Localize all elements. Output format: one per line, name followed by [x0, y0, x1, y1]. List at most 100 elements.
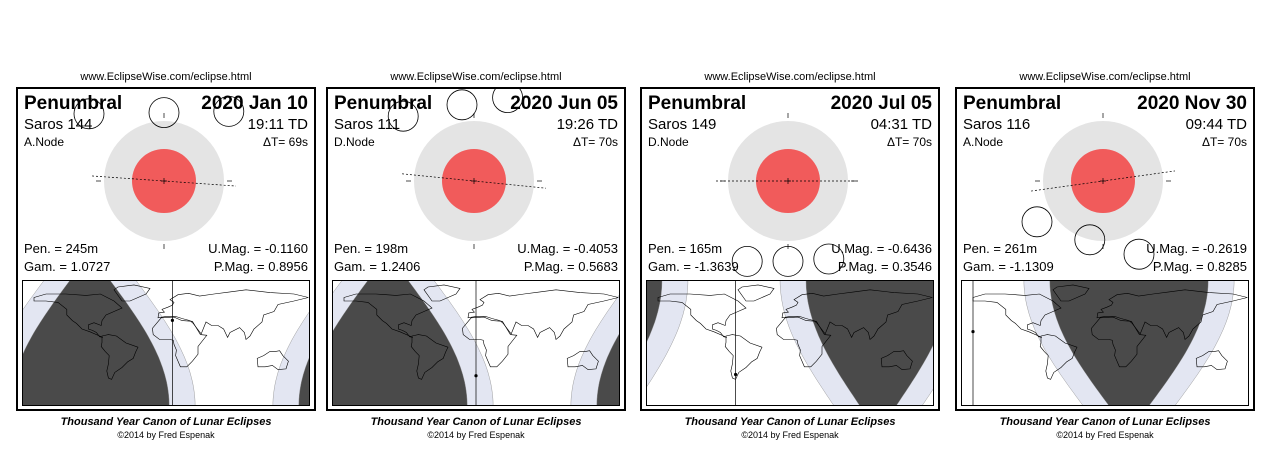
eclipse-panel: www.EclipseWise.com/eclipse.html Penumbr… — [955, 70, 1255, 440]
delta-t: ΔT= 69s — [262, 135, 308, 149]
subsolar-point — [170, 318, 174, 322]
canon-title: Thousand Year Canon of Lunar Eclipses — [60, 416, 272, 428]
moon-position-greatest — [1074, 224, 1106, 256]
lunar-node: D.Node — [334, 135, 375, 149]
gamma-value: Gam. = -1.3639 — [648, 259, 739, 274]
continent-outline — [33, 293, 123, 338]
greatest-eclipse-time: 04:31 TD — [870, 116, 932, 133]
eclipse-visible-region — [22, 280, 170, 406]
saros-number: Saros 111 — [334, 116, 401, 133]
moon-position-last — [813, 243, 845, 275]
eclipse-geometry-diagram — [1021, 113, 1176, 270]
map-border — [332, 280, 620, 406]
continent-outline — [157, 289, 309, 341]
eclipse-panel: www.EclipseWise.com/eclipse.html Penumbr… — [640, 70, 940, 440]
continent-outline — [1052, 284, 1090, 302]
moon-position-last — [492, 89, 523, 113]
penumbral-duration: Pen. = 261m — [963, 241, 1038, 256]
source-url: www.EclipseWise.com/eclipse.html — [1019, 71, 1191, 83]
continent-outline — [467, 289, 619, 341]
source-url: www.EclipseWise.com/eclipse.html — [704, 71, 876, 83]
eclipse-frame: Penumbral 2020 Nov 30 Saros 116 09:44 TD… — [955, 87, 1255, 411]
umbral-magnitude: U.Mag. = -0.2619 — [1146, 241, 1247, 256]
subsolar-point — [474, 374, 478, 378]
eclipse-type: Penumbral — [334, 93, 433, 114]
subsolar-point — [734, 372, 738, 377]
eclipse-visible-region — [1049, 280, 1209, 406]
continent-outline — [152, 316, 208, 368]
lunar-node: A.Node — [24, 135, 65, 149]
continent-outline — [972, 293, 1062, 338]
canon-title: Thousand Year Canon of Lunar Eclipses — [999, 416, 1211, 428]
lunar-node: D.Node — [648, 135, 689, 149]
eclipse-type: Penumbral — [963, 93, 1062, 114]
ecliptic-line — [401, 173, 547, 189]
continent-outline — [880, 350, 913, 370]
continent-outline — [343, 293, 433, 338]
copyright-credit: ©2014 by Fred Espenak — [1056, 430, 1154, 440]
visibility-world-map — [646, 280, 934, 406]
saros-number: Saros 144 — [24, 116, 93, 133]
umbral-magnitude: U.Mag. = -0.1160 — [208, 241, 308, 256]
ecliptic-line — [1030, 170, 1176, 192]
lunar-node: A.Node — [963, 135, 1004, 149]
eclipse-date: 2020 Jan 10 — [201, 93, 308, 114]
eclipse-type: Penumbral — [24, 93, 123, 114]
map-border — [646, 280, 934, 406]
eclipse-visible-region — [596, 332, 620, 406]
gamma-value: Gam. = -1.1309 — [963, 259, 1054, 274]
moon-position-first — [73, 98, 105, 130]
greatest-eclipse-time: 19:26 TD — [556, 116, 618, 133]
penumbral-visibility-zone — [272, 310, 310, 406]
penumbral-duration: Pen. = 165m — [648, 241, 723, 256]
canon-title: Thousand Year Canon of Lunar Eclipses — [684, 416, 896, 428]
continent-outline — [776, 316, 832, 368]
moon-position-first — [1021, 206, 1053, 238]
eclipse-frame: Penumbral 2020 Jul 05 Saros 149 04:31 TD… — [640, 87, 940, 411]
continent-outline — [423, 284, 461, 302]
source-url: www.EclipseWise.com/eclipse.html — [80, 71, 252, 83]
continent-outline — [1096, 289, 1248, 341]
eclipse-geometry-diagram — [387, 89, 547, 249]
umbral-magnitude: U.Mag. = -0.4053 — [517, 241, 618, 256]
moon-position-greatest — [148, 97, 180, 129]
eclipse-date: 2020 Jun 05 — [510, 93, 618, 114]
continent-outline — [737, 284, 775, 302]
eclipse-frame: Penumbral 2020 Jan 10 Saros 144 19:11 TD… — [16, 87, 316, 411]
continent-outline — [724, 334, 763, 380]
delta-t: ΔT= 70s — [572, 135, 618, 149]
source-url: www.EclipseWise.com/eclipse.html — [390, 71, 562, 83]
copyright-credit: ©2014 by Fred Espenak — [427, 430, 525, 440]
visibility-world-map — [22, 280, 310, 406]
continent-outline — [1195, 350, 1228, 370]
eclipse-panel: www.EclipseWise.com/eclipse.html Penumbr… — [326, 70, 626, 440]
eclipse-geometry-diagram — [73, 95, 245, 249]
eclipse-date: 2020 Jul 05 — [830, 93, 932, 114]
continent-outline — [113, 284, 151, 302]
eclipse-frame: Penumbral 2020 Jun 05 Saros 111 19:26 TD… — [326, 87, 626, 411]
eclipse-visible-region — [805, 280, 934, 406]
visibility-world-map — [332, 280, 620, 406]
eclipse-date: 2020 Nov 30 — [1137, 93, 1247, 114]
copyright-credit: ©2014 by Fred Espenak — [741, 430, 839, 440]
penumbral-magnitude: P.Mag. = 0.3546 — [837, 259, 932, 274]
moon-position-last — [213, 95, 245, 127]
umbral-magnitude: U.Mag. = -0.6436 — [831, 241, 932, 256]
moon-position-first — [731, 245, 763, 277]
moon-position-last — [1123, 238, 1155, 270]
delta-t: ΔT= 70s — [1201, 135, 1247, 149]
visibility-world-map — [961, 280, 1249, 406]
continent-outline — [100, 334, 139, 380]
map-border — [961, 280, 1249, 406]
penumbral-magnitude: P.Mag. = 0.8285 — [1152, 259, 1247, 274]
eclipse-visible-region — [646, 280, 663, 344]
ecliptic-line — [91, 175, 237, 187]
continent-outline — [1039, 334, 1078, 380]
continent-outline — [781, 289, 933, 341]
continent-outline — [657, 293, 747, 338]
continent-outline — [410, 334, 449, 380]
penumbral-duration: Pen. = 245m — [24, 241, 99, 256]
canon-title: Thousand Year Canon of Lunar Eclipses — [370, 416, 582, 428]
eclipse-visible-region — [332, 280, 468, 406]
greatest-eclipse-time: 09:44 TD — [1185, 116, 1247, 133]
